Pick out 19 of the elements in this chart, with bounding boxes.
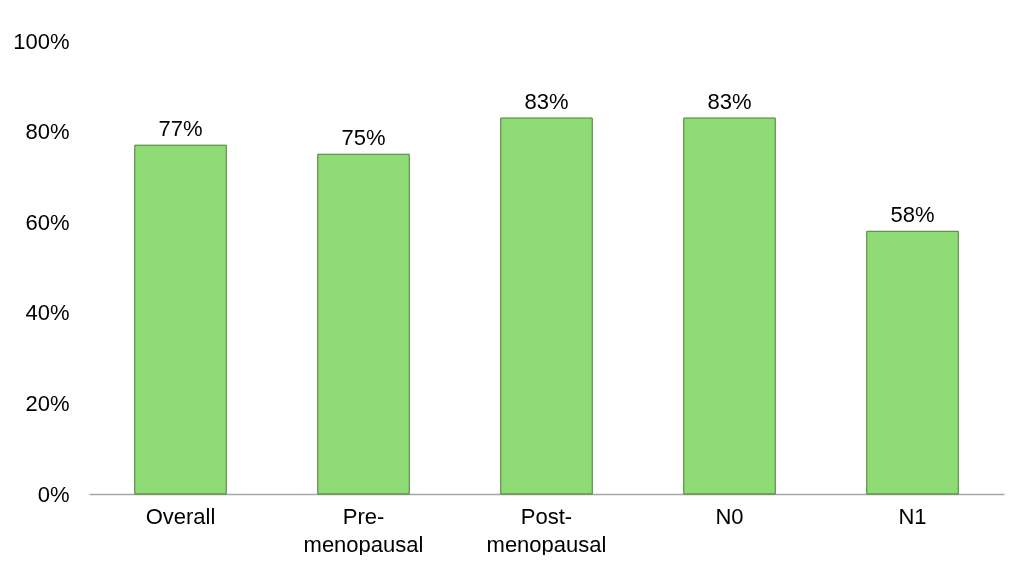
y-tick-label: 20% [25, 390, 70, 416]
data-label: 83% [707, 89, 752, 115]
data-label: 77% [158, 116, 203, 142]
bar [866, 230, 959, 495]
y-tick-label: 60% [25, 209, 70, 235]
bar [683, 117, 776, 495]
x-tick-label: N1 [898, 503, 927, 529]
bar [134, 144, 227, 495]
bar [317, 153, 410, 495]
data-label: 83% [524, 89, 569, 115]
data-label: 58% [890, 202, 935, 228]
data-label: 75% [341, 125, 386, 151]
x-tick-label: N0 [715, 503, 744, 529]
y-tick-label: 0% [37, 481, 70, 507]
bar [500, 117, 593, 495]
y-tick-label: 80% [25, 119, 70, 145]
y-tick-label: 40% [25, 300, 70, 326]
y-tick-label: 100% [13, 28, 70, 54]
x-tick-label: Overall [145, 503, 216, 529]
